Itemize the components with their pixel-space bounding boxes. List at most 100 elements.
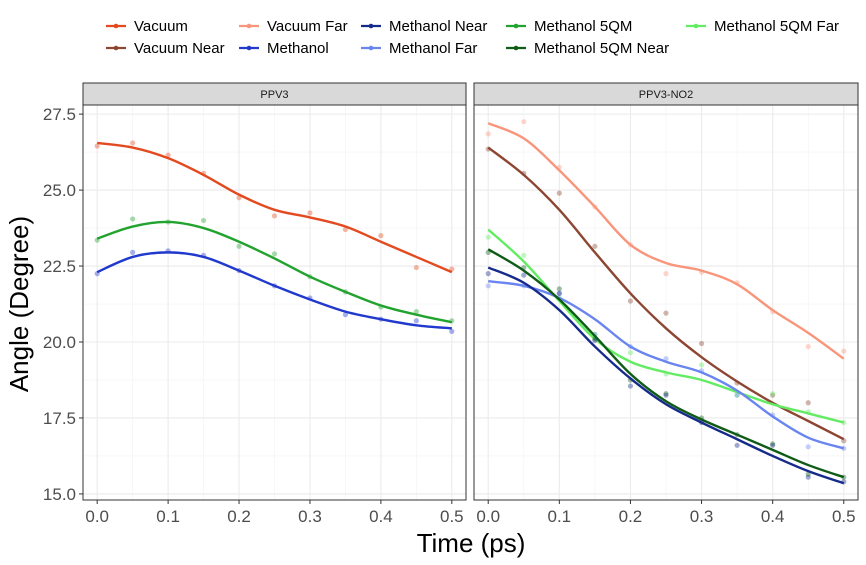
panel-border [473,104,859,501]
data-point [627,350,634,356]
legend-item-methanol-5qm-near: Methanol 5QM Near [506,40,669,57]
data-point [770,441,776,447]
x-tick-label: 0.2 [619,507,643,526]
legend-label: Vacuum Far [267,18,348,35]
data-point [342,226,349,233]
legend-key-point [368,45,374,51]
legend-key-point [693,23,699,29]
data-point [770,442,776,448]
legend-item-vacuum-near: Vacuum Near [106,40,225,57]
data-point [485,234,491,240]
data-point [841,348,847,354]
legend-label: Methanol 5QM Far [714,18,839,35]
series-line [96,220,453,324]
panel-title: PPV3-NO2 [639,89,693,101]
legend-key-point [113,45,119,51]
x-tick-label: 0.0 [476,507,500,526]
data-point [307,210,313,216]
data-point [734,392,740,398]
data-point [734,442,740,448]
data-point [271,251,278,257]
data-point [556,286,562,292]
data-point [663,271,669,277]
data-point [556,290,562,296]
data-point [521,252,527,259]
x-tick-label: 0.0 [85,507,109,526]
x-axis: 0.0 0.1 0.2 0.3 0.4 0.5 [85,500,464,526]
legend-item-methanol-5qm-far: Methanol 5QM Far [686,18,839,35]
data-point [663,392,669,398]
y-tick-label: 17.5 [43,409,76,428]
x-tick-label: 0.3 [298,507,322,526]
x-axis-title: Time (ps) [417,528,526,558]
data-point [485,283,491,289]
data-point [805,474,811,480]
data-point [592,337,598,344]
data-point [521,119,527,125]
series-line [97,141,453,274]
data-point [485,271,491,277]
legend-key-point [246,23,252,29]
data-point [556,290,562,296]
data-point [413,309,419,315]
data-point [271,213,278,219]
data-point [698,340,705,347]
data-point [342,312,349,318]
legend-item-vacuum-far: Vacuum Far [239,18,348,35]
legend-label: Methanol [267,40,329,57]
legend-key-point [246,45,252,51]
series-line [487,248,845,479]
legend-key-point [513,23,519,29]
legend-label: Methanol Far [389,40,477,57]
series-methanol [94,248,455,334]
data-point [94,143,100,149]
legend-item-methanol-5qm: Methanol 5QM [506,18,632,35]
legend-item-vacuum: Vacuum [106,18,188,35]
series-vacuum [94,140,455,274]
legend-key-point [513,45,519,51]
data-point [130,216,136,222]
data-point [378,233,384,239]
x-tick-label: 0.4 [761,507,785,526]
series-line [487,122,845,360]
legend-item-methanol-far: Methanol Far [361,40,477,57]
y-tick-label: 20.0 [43,333,76,352]
x-tick-label: 0.1 [156,507,180,526]
legend-label: Vacuum [134,18,188,35]
data-point [556,190,562,196]
series-methanol-5qm [94,216,455,324]
data-point [770,391,776,397]
series-methanol-near [485,266,847,485]
data-point [236,243,242,249]
data-point [663,391,669,397]
x-tick-label: 0.2 [227,507,251,526]
series-methanol-far [485,280,847,451]
data-point [663,310,669,316]
data-point [130,140,136,146]
y-tick-label: 22.5 [43,257,76,276]
legend-label: Vacuum Near [134,40,225,57]
y-axis: 15.0 17.5 20.0 22.5 25.0 27.5 [43,105,83,504]
legend-key-point [113,23,119,29]
panel-ppv3: PPV3 0.0 0.1 0.2 0.3 0.4 0.5 [82,82,467,526]
series-line [96,251,452,330]
y-tick-label: 15.0 [43,485,76,504]
legend-item-methanol: Methanol [239,40,329,57]
data-point [413,318,419,324]
data-point [698,362,705,368]
data-point [413,264,419,271]
legend: Vacuum Vacuum Near Vacuum Far Methanol Metha… [106,18,839,57]
data-point [805,400,811,406]
y-tick-label: 27.5 [43,105,76,124]
panel-ppv3-no2: PPV3-NO2 0.0 0.1 0.2 0.3 0.4 0.5 [473,82,859,526]
series-line [488,280,845,450]
data-point [627,383,634,389]
panel-title: PPV3 [260,89,288,101]
y-tick-label: 25.0 [43,181,76,200]
x-tick-label: 0.5 [832,507,856,526]
data-point [805,343,811,350]
data-point [805,444,811,450]
x-tick-label: 0.3 [690,507,714,526]
